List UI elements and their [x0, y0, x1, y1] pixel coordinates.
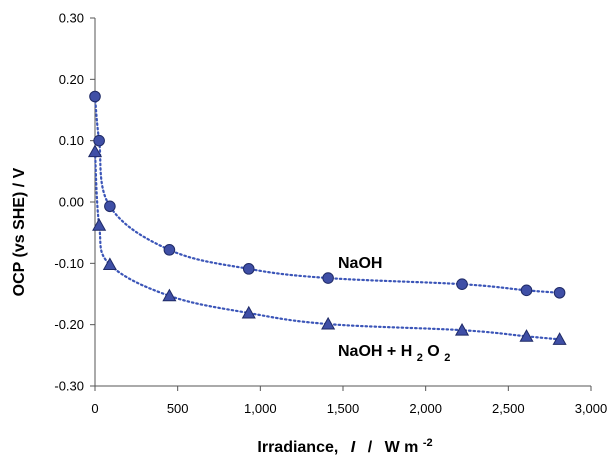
data-point-naoh-h2o2: [321, 316, 336, 330]
data-point-naoh: [322, 272, 334, 284]
trend-line-naoh: [93, 95, 561, 294]
data-point-naoh: [456, 278, 468, 290]
y-tick-label: 0.00: [59, 195, 84, 210]
series-label-naoh: NaOH: [338, 255, 382, 272]
x-tick-label: 500: [167, 401, 189, 416]
series-label-mid: O: [427, 343, 439, 360]
x-axis-title-unit: W m: [385, 439, 419, 456]
x-tick-label: 2,000: [409, 401, 442, 416]
y-tick-label: 0.20: [59, 72, 84, 87]
data-point-naoh: [242, 263, 255, 275]
data-point-naoh: [520, 284, 533, 297]
data-point-naoh-h2o2: [454, 322, 470, 336]
y-tick-label: 0.30: [59, 11, 84, 26]
data-point-naoh-h2o2: [87, 144, 103, 158]
data-point-naoh: [163, 244, 176, 256]
data-point-naoh-h2o2: [92, 218, 107, 231]
y-axis-title-text: OCP (vs SHE) / V: [11, 167, 28, 296]
y-tick-label: -0.20: [54, 317, 84, 332]
y-tick-label: -0.30: [54, 379, 84, 394]
x-axis-title: Irradiance, I / W m -2: [257, 437, 432, 456]
x-tick-label: 1,500: [327, 401, 360, 416]
x-tick-label: 3,000: [575, 401, 608, 416]
x-tick-label: 0: [91, 401, 98, 416]
series-label-sub1: 2: [417, 352, 423, 364]
x-tick-label: 2,500: [492, 401, 525, 416]
data-point-naoh-h2o2: [241, 305, 256, 319]
data-point-naoh-h2o2: [552, 332, 567, 345]
data-point-naoh-h2o2: [102, 257, 117, 271]
y-tick-label: 0.10: [59, 133, 84, 148]
data-point-naoh: [104, 200, 116, 213]
x-tick-label: 1,000: [244, 401, 277, 416]
series-label-naoh-h2o2: NaOH + H 2 O 2: [338, 343, 450, 365]
y-tick-label: -0.10: [54, 256, 84, 271]
x-axis-title-sep: /: [368, 439, 373, 456]
data-point-naoh: [89, 90, 101, 103]
series-label-base: NaOH + H: [338, 343, 412, 360]
data-point-naoh: [93, 134, 105, 147]
data-point-naoh: [553, 286, 566, 299]
series-label-sub2: 2: [444, 352, 450, 364]
y-axis-title: OCP (vs SHE) / V: [11, 167, 28, 296]
data-point-naoh-h2o2: [519, 329, 534, 342]
trend-line-naoh-h2o2: [93, 150, 561, 341]
x-axis-title-exponent: -2: [423, 437, 433, 449]
data-point-naoh-h2o2: [162, 288, 177, 302]
x-axis-title-main: Irradiance,: [257, 439, 338, 456]
x-axis-title-symbol: I: [351, 439, 356, 456]
plot-area: -0.30 -0.20 -0.10 0.00 0.10 0.20 0.30 0 500 1,000…: [54, 11, 607, 417]
